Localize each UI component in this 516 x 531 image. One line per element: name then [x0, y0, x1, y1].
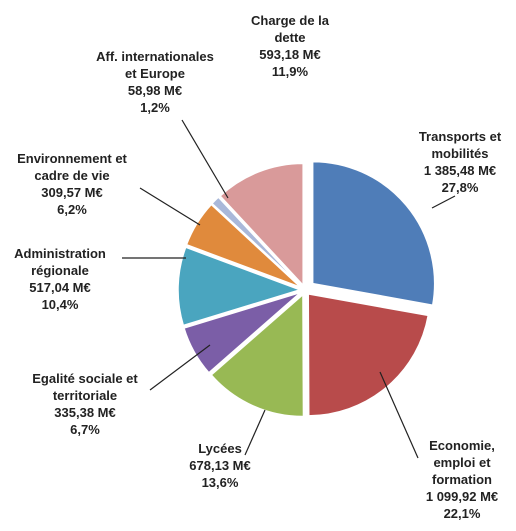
percent-label: 27,8%: [441, 180, 479, 195]
slice-label: Lycées 678,13 M€ 13,6%: [175, 440, 265, 491]
category-label: Charge de la dette: [250, 13, 330, 45]
slice-label: Economie, emploi et formation 1 099,92 M€…: [412, 437, 512, 522]
pie-slice: [210, 292, 305, 418]
category-label: Lycées: [198, 441, 242, 456]
percent-label: 6,2%: [57, 202, 87, 217]
leader-line: [244, 409, 266, 456]
category-label: Egalité sociale et territoriale: [32, 371, 138, 403]
percent-label: 22,1%: [443, 506, 481, 521]
category-label: Economie, emploi et formation: [429, 438, 495, 487]
slice-label: Transports et mobilités 1 385,48 M€ 27,8%: [405, 128, 515, 196]
slice-label: Aff. internationales et Europe 58,98 M€ 1,…: [93, 48, 218, 116]
value-label: 1 099,92 M€: [425, 489, 499, 504]
value-label: 678,13 M€: [189, 458, 251, 473]
percent-label: 13,6%: [201, 475, 239, 490]
value-label: 517,04 M€: [29, 280, 91, 295]
leader-line: [431, 195, 456, 209]
slice-label: Environnement et cadre de vie 309,57 M€ 6,…: [5, 150, 140, 218]
pie-slice: [182, 291, 302, 374]
value-label: 58,98 M€: [127, 83, 183, 98]
percent-label: 10,4%: [41, 297, 79, 312]
value-label: 593,18 M€: [259, 47, 321, 62]
leader-line: [149, 344, 211, 391]
pie-slice: [210, 196, 303, 288]
category-label: Aff. internationales et Europe: [96, 49, 214, 81]
category-label: Administration régionale: [14, 246, 106, 278]
slice-label: Charge de la dette 593,18 M€ 11,9%: [235, 12, 345, 80]
leader-line: [139, 187, 201, 226]
slice-label: Administration régionale 517,04 M€ 10,4%: [0, 245, 123, 313]
pie-slice: [219, 162, 304, 288]
value-label: 1 385,48 M€: [423, 163, 497, 178]
pie-slice: [311, 160, 436, 307]
leader-line: [379, 371, 419, 459]
slice-label: Egalité sociale et territoriale 335,38 M€…: [10, 370, 160, 438]
pie-slice: [177, 246, 303, 327]
category-label: Environnement et cadre de vie: [17, 151, 127, 183]
leader-line: [181, 119, 229, 199]
value-label: 309,57 M€: [41, 185, 103, 200]
pie-slice: [307, 292, 430, 417]
value-label: 335,38 M€: [54, 405, 116, 420]
percent-label: 1,2%: [140, 100, 170, 115]
percent-label: 6,7%: [70, 422, 100, 437]
category-label: Transports et mobilités: [418, 129, 502, 161]
percent-label: 11,9%: [271, 64, 309, 79]
